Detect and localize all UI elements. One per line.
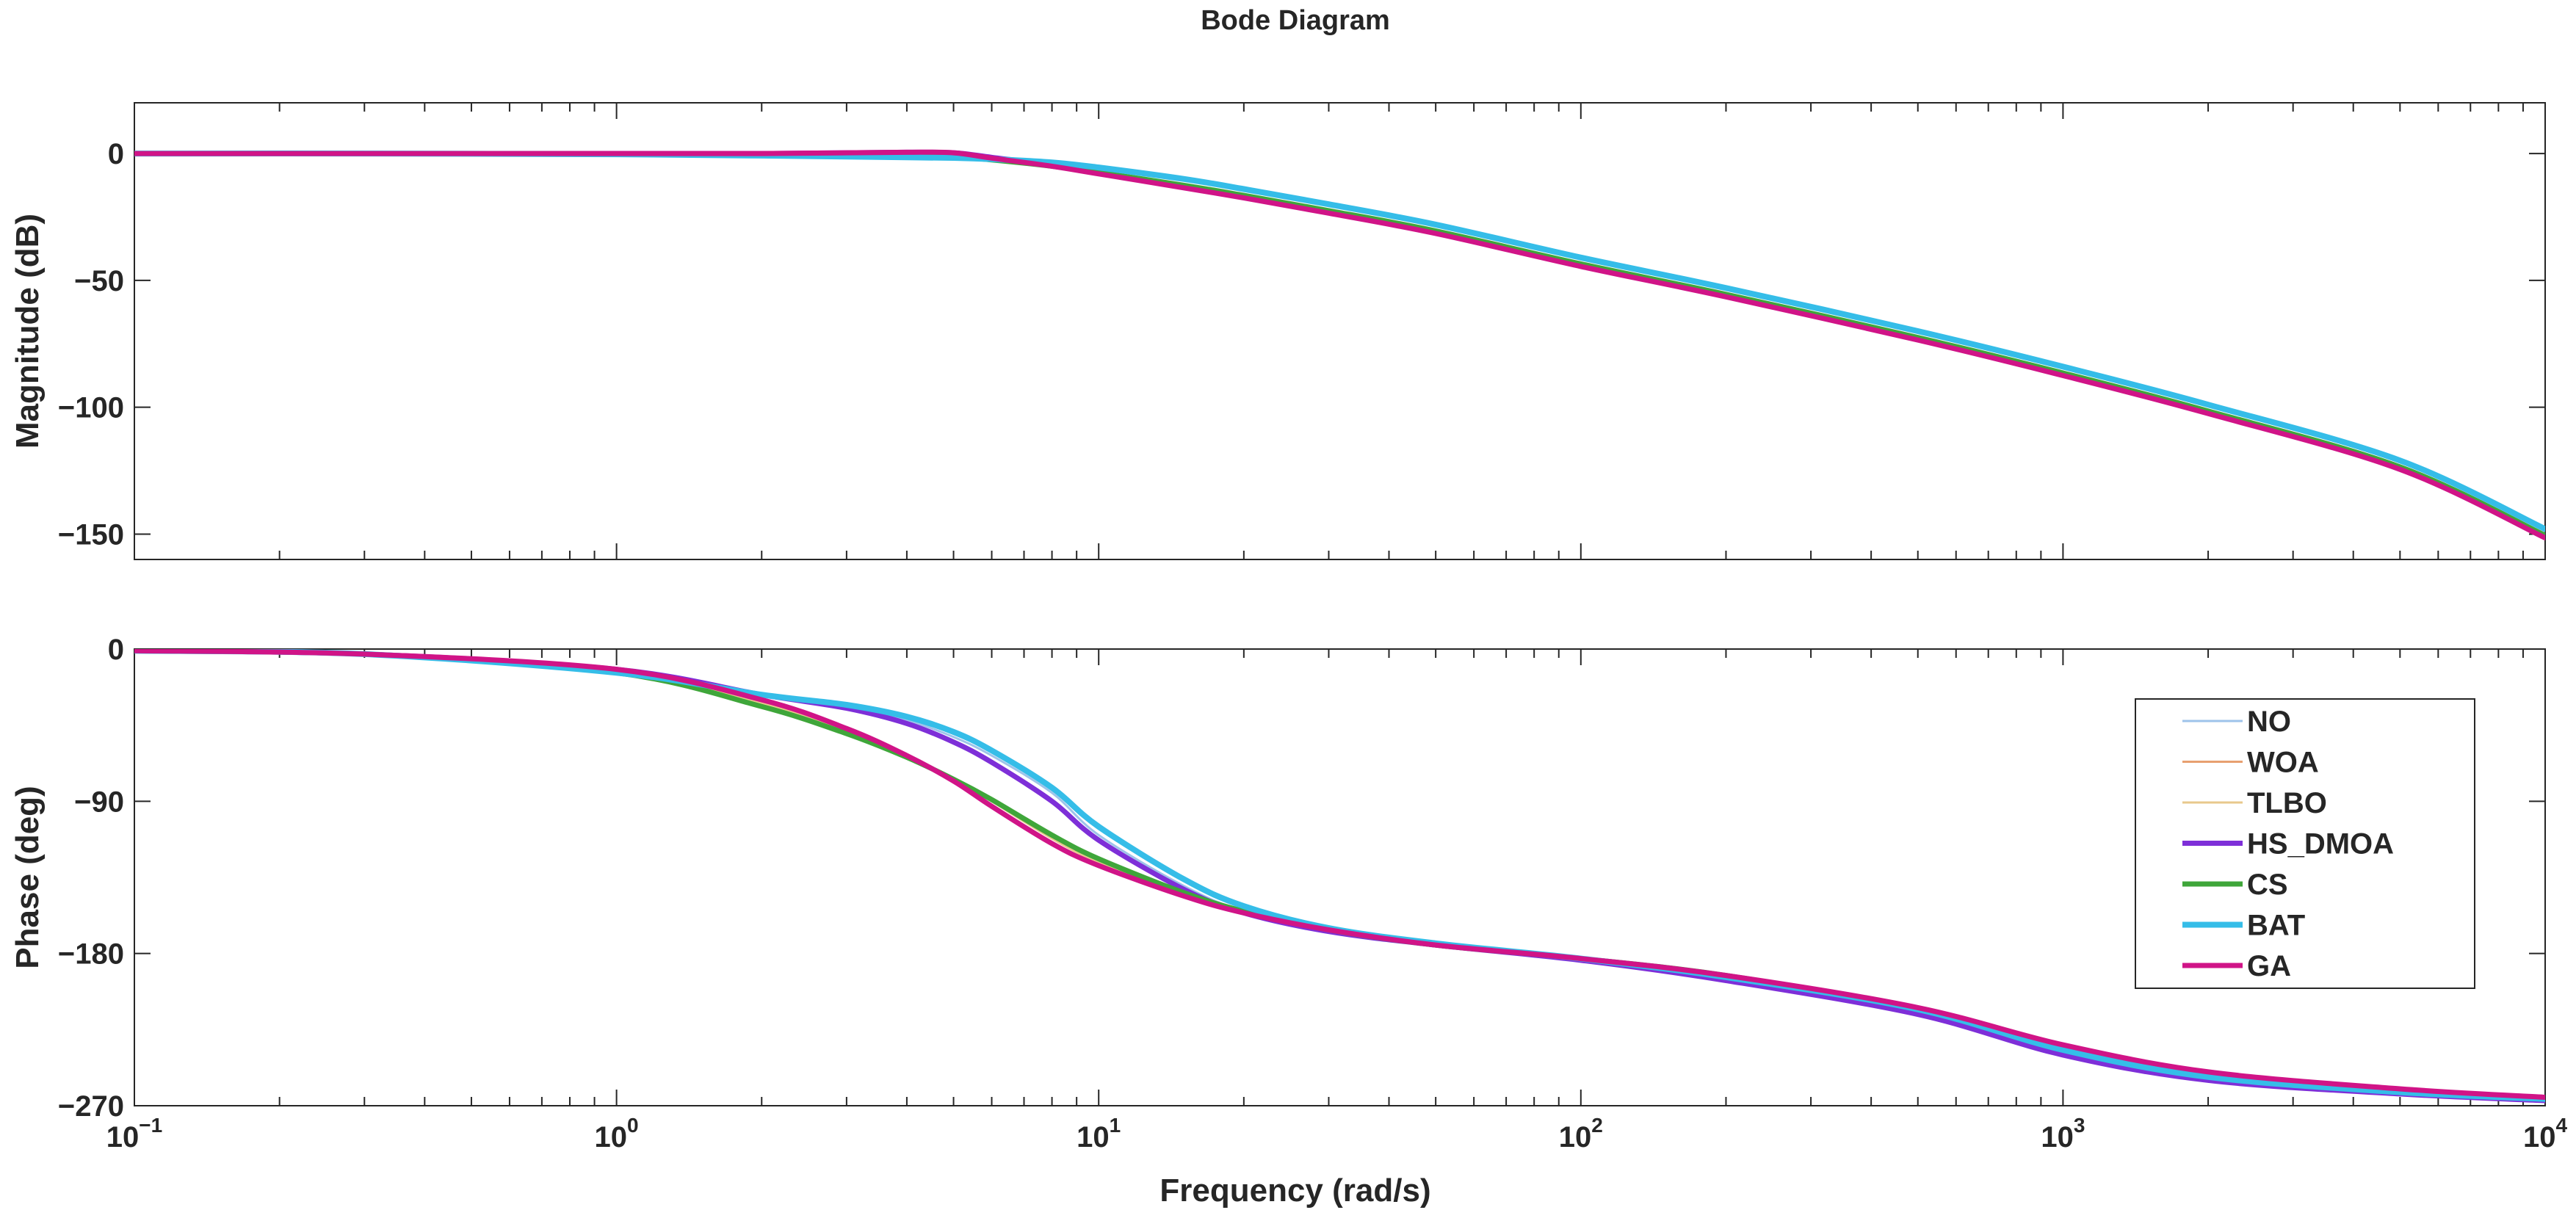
x-tick-label: 104	[2523, 1114, 2568, 1153]
series-line-no	[134, 152, 2545, 530]
y-tick-label: −50	[74, 265, 124, 297]
legend-entry: CS	[2247, 869, 2288, 901]
series-line-cs	[134, 151, 2545, 538]
series-line-tlbo	[134, 151, 2545, 538]
chart-title: Bode Diagram	[1201, 5, 1390, 36]
y-tick-label: −90	[74, 786, 124, 818]
legend-entry: TLBO	[2247, 787, 2327, 819]
y-axis-label: Magnitude (dB)	[10, 214, 46, 449]
x-tick-labels: 10−1 100 101 102 103 104	[106, 1114, 2568, 1153]
axes-box	[134, 102, 2546, 560]
y-tick-label: 0	[108, 634, 124, 666]
magnitude-panel: 0 −50 −100 −150 Magnitude (dB)	[10, 102, 2546, 560]
series-line-hs-dmoa	[134, 149, 2545, 540]
legend-entry: NO	[2247, 706, 2291, 738]
y-tick-label: −150	[58, 518, 124, 551]
x-tick-marks	[134, 103, 2524, 559]
y-tick-label: 0	[108, 138, 124, 170]
series-line-woa	[134, 151, 2545, 538]
y-axis-label: Phase (deg)	[10, 786, 46, 968]
legend-entry: GA	[2247, 950, 2291, 982]
x-axis-label: Frequency (rad/s)	[1159, 1173, 1430, 1209]
x-tick-marks	[134, 649, 2524, 1106]
y-tick-label: −270	[58, 1090, 124, 1123]
y-tick-label: −180	[58, 938, 124, 971]
y-tick-label: −100	[58, 392, 124, 424]
x-tick-label: 101	[1077, 1114, 1121, 1153]
x-tick-label: 10−1	[106, 1114, 162, 1153]
axes-box	[134, 648, 2546, 1106]
x-tick-label: 100	[595, 1114, 639, 1153]
legend: NO WOA TLBO HS_DMOA CS BAT GA	[2135, 698, 2475, 989]
series-line-ga	[134, 649, 2545, 1100]
legend-entry: WOA	[2247, 747, 2319, 779]
x-tick-label: 102	[1559, 1114, 1603, 1153]
legend-entry: BAT	[2247, 910, 2305, 942]
series-line-bat	[134, 151, 2545, 532]
legend-entry: HS_DMOA	[2247, 828, 2394, 861]
phase-panel: 0 −90 −180 −270 Phase (deg)	[10, 634, 2546, 1123]
series-line-ga	[134, 149, 2545, 541]
x-tick-label: 103	[2041, 1114, 2085, 1153]
